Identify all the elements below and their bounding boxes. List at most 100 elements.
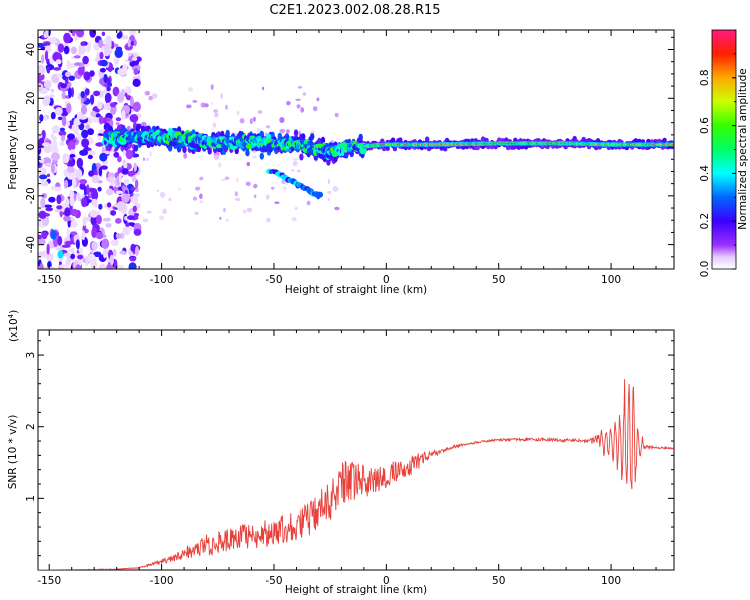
band-halo: [320, 136, 326, 144]
noise-blob: [116, 201, 126, 212]
noise-blob: [115, 117, 122, 122]
noise-blob: [113, 56, 120, 65]
noise-blob: [156, 189, 160, 192]
noise-blob: [43, 31, 48, 39]
noise-blob: [80, 104, 88, 115]
noise-blob: [70, 46, 77, 55]
noise-blob: [63, 45, 70, 55]
spectrogram-y-axis-label: Frequency (Hz): [7, 110, 19, 189]
band-halo: [310, 133, 315, 141]
noise-blob: [117, 68, 127, 76]
noise-blob: [293, 158, 299, 161]
noise-blob: [50, 229, 57, 240]
noise-blob: [132, 78, 141, 88]
noise-blob: [85, 124, 91, 130]
noise-blob: [122, 149, 127, 157]
noise-blob: [61, 115, 67, 127]
colorbar-ticks: 0.0 0.2 0.4 0.6 0.8: [699, 29, 736, 277]
noise-blob: [81, 129, 89, 139]
noise-blob: [99, 152, 108, 162]
noise-blob: [120, 88, 126, 97]
colorbar-tick-label: 0.4: [699, 165, 711, 182]
y-tick-label: 3: [25, 352, 37, 359]
noise-blob: [48, 196, 56, 203]
y-tick-label: 20: [25, 92, 37, 105]
noise-blob: [91, 174, 100, 184]
noise-blob: [38, 238, 46, 246]
noise-blob: [110, 210, 117, 216]
noise-blob: [123, 178, 130, 186]
noise-blob: [204, 103, 209, 108]
noise-blob: [132, 205, 137, 213]
noise-blob: [57, 250, 64, 259]
noise-blob: [149, 151, 152, 157]
noise-blob: [133, 162, 137, 172]
band-halo: [259, 152, 264, 160]
noise-blob: [66, 103, 72, 114]
noise-blob: [46, 252, 54, 262]
noise-blob: [210, 102, 213, 105]
noise-blob: [38, 167, 47, 176]
noise-blob: [295, 98, 301, 101]
noise-blob: [43, 95, 51, 106]
noise-blob: [100, 59, 108, 67]
noise-blob: [135, 188, 139, 193]
noise-blob: [294, 207, 298, 210]
noise-blob: [69, 154, 76, 158]
noise-blob: [121, 110, 126, 121]
noise-blob: [130, 187, 137, 191]
noise-blob: [123, 161, 128, 170]
noise-blob: [194, 211, 199, 215]
noise-blob: [77, 66, 85, 76]
noise-blob: [313, 106, 318, 112]
noise-blob: [66, 59, 71, 70]
band-halo: [301, 133, 306, 141]
noise-blob: [125, 222, 130, 227]
noise-blob: [113, 43, 119, 48]
noise-blob: [144, 90, 150, 96]
noise-blob: [195, 186, 201, 191]
noise-blob: [110, 239, 119, 247]
band-halo: [133, 144, 139, 152]
noise-blob: [51, 135, 58, 141]
noise-blob: [223, 207, 226, 213]
noise-blob: [148, 95, 153, 101]
colorbar-tick-label: 0.6: [699, 117, 711, 134]
noise-blob: [54, 208, 62, 213]
noise-blob: [236, 176, 239, 183]
noise-blob: [89, 209, 99, 218]
noise-blob: [38, 64, 45, 76]
noise-blob: [84, 255, 89, 267]
noise-blob: [68, 87, 72, 99]
noise-blob: [224, 176, 230, 180]
noise-blob: [106, 188, 114, 196]
noise-blob: [120, 232, 125, 239]
noise-blob: [66, 166, 75, 174]
noise-blob: [42, 181, 49, 187]
noise-blob: [296, 104, 301, 109]
noise-blob: [133, 212, 139, 217]
noise-blob: [81, 197, 88, 208]
noise-blob: [87, 41, 92, 52]
noise-blob: [236, 110, 240, 116]
band-halo: [475, 145, 480, 151]
noise-blob: [51, 125, 60, 134]
chart-title: C2E1.2023.002.08.28.R15: [269, 3, 440, 18]
noise-blob: [65, 197, 70, 208]
noise-blob: [38, 210, 47, 219]
noise-blob: [134, 179, 139, 190]
noise-blob: [239, 118, 245, 124]
noise-blob: [127, 170, 136, 177]
y-tick-label: -40: [25, 236, 37, 253]
colorbar-tick-label: 0.8: [699, 69, 711, 86]
y-tick-label: 1: [25, 495, 37, 502]
noise-blob: [117, 155, 122, 163]
noise-blob: [127, 39, 131, 48]
noise-blob: [54, 107, 63, 116]
noise-blob: [41, 129, 46, 140]
y-tick-label: 2: [25, 423, 37, 430]
noise-blob: [58, 130, 67, 137]
noise-blob: [265, 194, 270, 200]
noise-blob: [41, 54, 45, 65]
noise-blob: [115, 218, 122, 224]
